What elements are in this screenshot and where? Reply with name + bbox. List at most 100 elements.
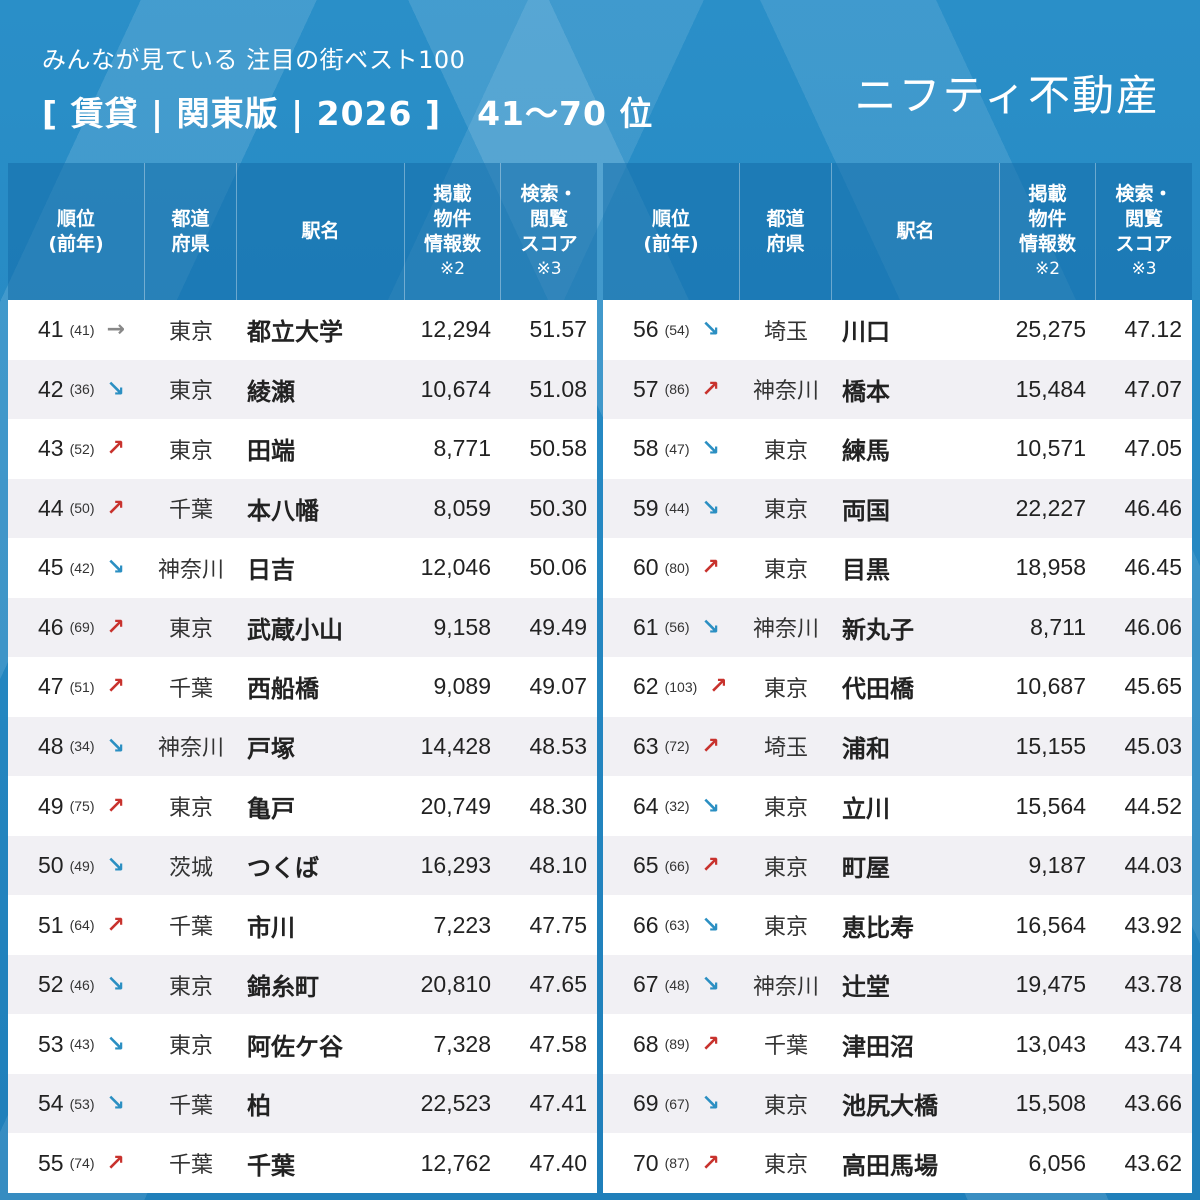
listings-count-cell: 20,749 bbox=[420, 792, 491, 819]
table-row: 69 (67) ↘ 東京 池尻大橋 15,508 43.66 bbox=[603, 1073, 1192, 1134]
rank-current: 50 bbox=[38, 852, 64, 879]
listings-count-cell: 20,810 bbox=[420, 971, 491, 998]
trend-up-arrow-icon: ↗ bbox=[701, 376, 720, 402]
station-name-cell: 日吉 bbox=[247, 556, 295, 585]
col-header-listings: 掲載 物件 情報数 ※2 bbox=[405, 163, 501, 300]
station-name-cell: 阿佐ケ谷 bbox=[247, 1032, 343, 1061]
listings-count-cell: 15,484 bbox=[1015, 375, 1086, 402]
rank-cell: 47 (51) ↗ bbox=[8, 657, 145, 717]
rank-cell: 48 (34) ↘ bbox=[8, 717, 145, 777]
rank-previous: (49) bbox=[69, 857, 95, 874]
table-row: 58 (47) ↘ 東京 練馬 10,571 47.05 bbox=[603, 419, 1192, 479]
rank-previous: (52) bbox=[69, 440, 95, 457]
title-main: [ 賃貸 | 関東版 | 2026 ] bbox=[42, 94, 442, 133]
listings-count-cell: 22,227 bbox=[1015, 494, 1086, 521]
prefecture-cell: 東京 bbox=[763, 796, 808, 822]
prefecture-cell: 東京 bbox=[763, 676, 808, 702]
rank-current: 44 bbox=[38, 494, 64, 521]
listings-count-cell: 15,508 bbox=[1015, 1090, 1086, 1117]
listings-count-cell: 9,158 bbox=[433, 613, 491, 640]
col-header-prefecture: 都道 府県 bbox=[740, 163, 832, 300]
rank-current: 49 bbox=[38, 792, 64, 819]
trend-down-arrow-icon: ↘ bbox=[106, 1031, 125, 1057]
col-header-prefecture: 都道 府県 bbox=[145, 163, 237, 300]
rank-previous: (86) bbox=[664, 381, 690, 398]
listings-count-cell: 16,293 bbox=[420, 852, 491, 879]
listings-count-cell: 9,187 bbox=[1028, 852, 1086, 879]
table-row: 55 (74) ↗ 千葉 千葉 12,762 47.40 bbox=[8, 1133, 597, 1193]
table-row: 53 (43) ↘ 東京 阿佐ケ谷 7,328 47.58 bbox=[8, 1014, 597, 1074]
rank-previous: (42) bbox=[69, 559, 95, 576]
trend-down-arrow-icon: ↘ bbox=[701, 317, 720, 343]
table-row: 41 (41) → 東京 都立大学 12,294 51.57 bbox=[8, 300, 597, 360]
score-cell: 43.78 bbox=[1124, 971, 1182, 998]
rank-cell: 68 (89) ↗ bbox=[603, 1014, 740, 1074]
table-row: 47 (51) ↗ 千葉 西船橋 9,089 49.07 bbox=[8, 657, 597, 717]
score-cell: 47.05 bbox=[1124, 435, 1182, 462]
station-name-cell: 池尻大橋 bbox=[842, 1092, 938, 1121]
listings-count-cell: 18,958 bbox=[1015, 554, 1086, 581]
rank-cell: 56 (54) ↘ bbox=[603, 300, 740, 360]
rank-cell: 41 (41) → bbox=[8, 300, 145, 360]
prefecture-cell: 東京 bbox=[763, 915, 808, 941]
score-cell: 50.30 bbox=[529, 494, 587, 521]
rank-current: 47 bbox=[38, 673, 64, 700]
col-header-rank: 順位 (前年) bbox=[603, 163, 740, 300]
score-cell: 43.62 bbox=[1124, 1149, 1182, 1176]
trend-up-arrow-icon: ↗ bbox=[106, 1150, 125, 1176]
table-row: 63 (72) ↗ 埼玉 浦和 15,155 45.03 bbox=[603, 716, 1192, 777]
score-cell: 45.03 bbox=[1124, 732, 1182, 759]
rank-previous: (54) bbox=[664, 321, 690, 338]
table-row: 70 (87) ↗ 東京 高田馬場 6,056 43.62 bbox=[603, 1133, 1192, 1193]
station-name-cell: 浦和 bbox=[842, 734, 890, 763]
table-row: 59 (44) ↘ 東京 両国 22,227 46.46 bbox=[603, 478, 1192, 539]
station-name-cell: 立川 bbox=[842, 794, 890, 823]
score-cell: 46.06 bbox=[1124, 613, 1182, 640]
listings-count-cell: 8,059 bbox=[433, 494, 491, 521]
trend-up-arrow-icon: ↗ bbox=[106, 614, 125, 640]
col-header-station: 駅名 bbox=[237, 163, 405, 300]
rank-previous: (89) bbox=[664, 1036, 690, 1053]
score-cell: 46.46 bbox=[1124, 494, 1182, 521]
rank-previous: (87) bbox=[664, 1155, 690, 1172]
trend-up-arrow-icon: ↗ bbox=[701, 733, 720, 759]
rank-current: 59 bbox=[633, 494, 659, 521]
rank-cell: 69 (67) ↘ bbox=[603, 1074, 740, 1134]
score-cell: 47.40 bbox=[529, 1149, 587, 1176]
listings-count-cell: 10,687 bbox=[1015, 673, 1086, 700]
score-cell: 47.75 bbox=[529, 911, 587, 938]
col-header-rank: 順位 (前年) bbox=[8, 163, 145, 300]
title-range: 41〜70 位 bbox=[477, 94, 654, 133]
prefecture-cell: 神奈川 bbox=[157, 736, 224, 762]
trend-up-arrow-icon: ↗ bbox=[106, 436, 125, 462]
ranking-table-left: 順位 (前年) 都道 府県 駅名 掲載 物件 情報数 ※2 検索・ 閲覧 スコア ※… bbox=[8, 163, 597, 1193]
rank-current: 48 bbox=[38, 732, 64, 759]
rank-current: 46 bbox=[38, 613, 64, 640]
rank-cell: 42 (36) ↘ bbox=[8, 360, 145, 420]
rank-current: 64 bbox=[633, 792, 659, 819]
score-cell: 43.74 bbox=[1124, 1030, 1182, 1057]
rank-cell: 46 (69) ↗ bbox=[8, 598, 145, 658]
listings-count-cell: 12,762 bbox=[420, 1149, 491, 1176]
rank-cell: 58 (47) ↘ bbox=[603, 419, 740, 479]
col-header-station: 駅名 bbox=[832, 163, 1000, 300]
table-row: 44 (50) ↗ 千葉 本八幡 8,059 50.30 bbox=[8, 478, 597, 539]
table-row: 68 (89) ↗ 千葉 津田沼 13,043 43.74 bbox=[603, 1014, 1192, 1074]
rank-previous: (66) bbox=[664, 857, 690, 874]
score-cell: 48.30 bbox=[529, 792, 587, 819]
trend-down-arrow-icon: ↘ bbox=[106, 555, 125, 581]
rank-cell: 45 (42) ↘ bbox=[8, 538, 145, 598]
rank-current: 54 bbox=[38, 1090, 64, 1117]
score-cell: 48.10 bbox=[529, 852, 587, 879]
rank-previous: (53) bbox=[69, 1095, 95, 1112]
station-name-cell: 亀戸 bbox=[247, 794, 295, 823]
prefecture-cell: 千葉 bbox=[168, 1153, 213, 1179]
table-row: 61 (56) ↘ 神奈川 新丸子 8,711 46.06 bbox=[603, 597, 1192, 658]
station-name-cell: 武蔵小山 bbox=[247, 615, 343, 644]
listings-count-cell: 19,475 bbox=[1015, 971, 1086, 998]
rank-previous: (51) bbox=[69, 678, 95, 695]
prefecture-cell: 東京 bbox=[168, 1034, 213, 1060]
prefecture-cell: 東京 bbox=[168, 319, 213, 345]
score-cell: 51.57 bbox=[529, 316, 587, 343]
station-name-cell: 千葉 bbox=[247, 1151, 295, 1180]
